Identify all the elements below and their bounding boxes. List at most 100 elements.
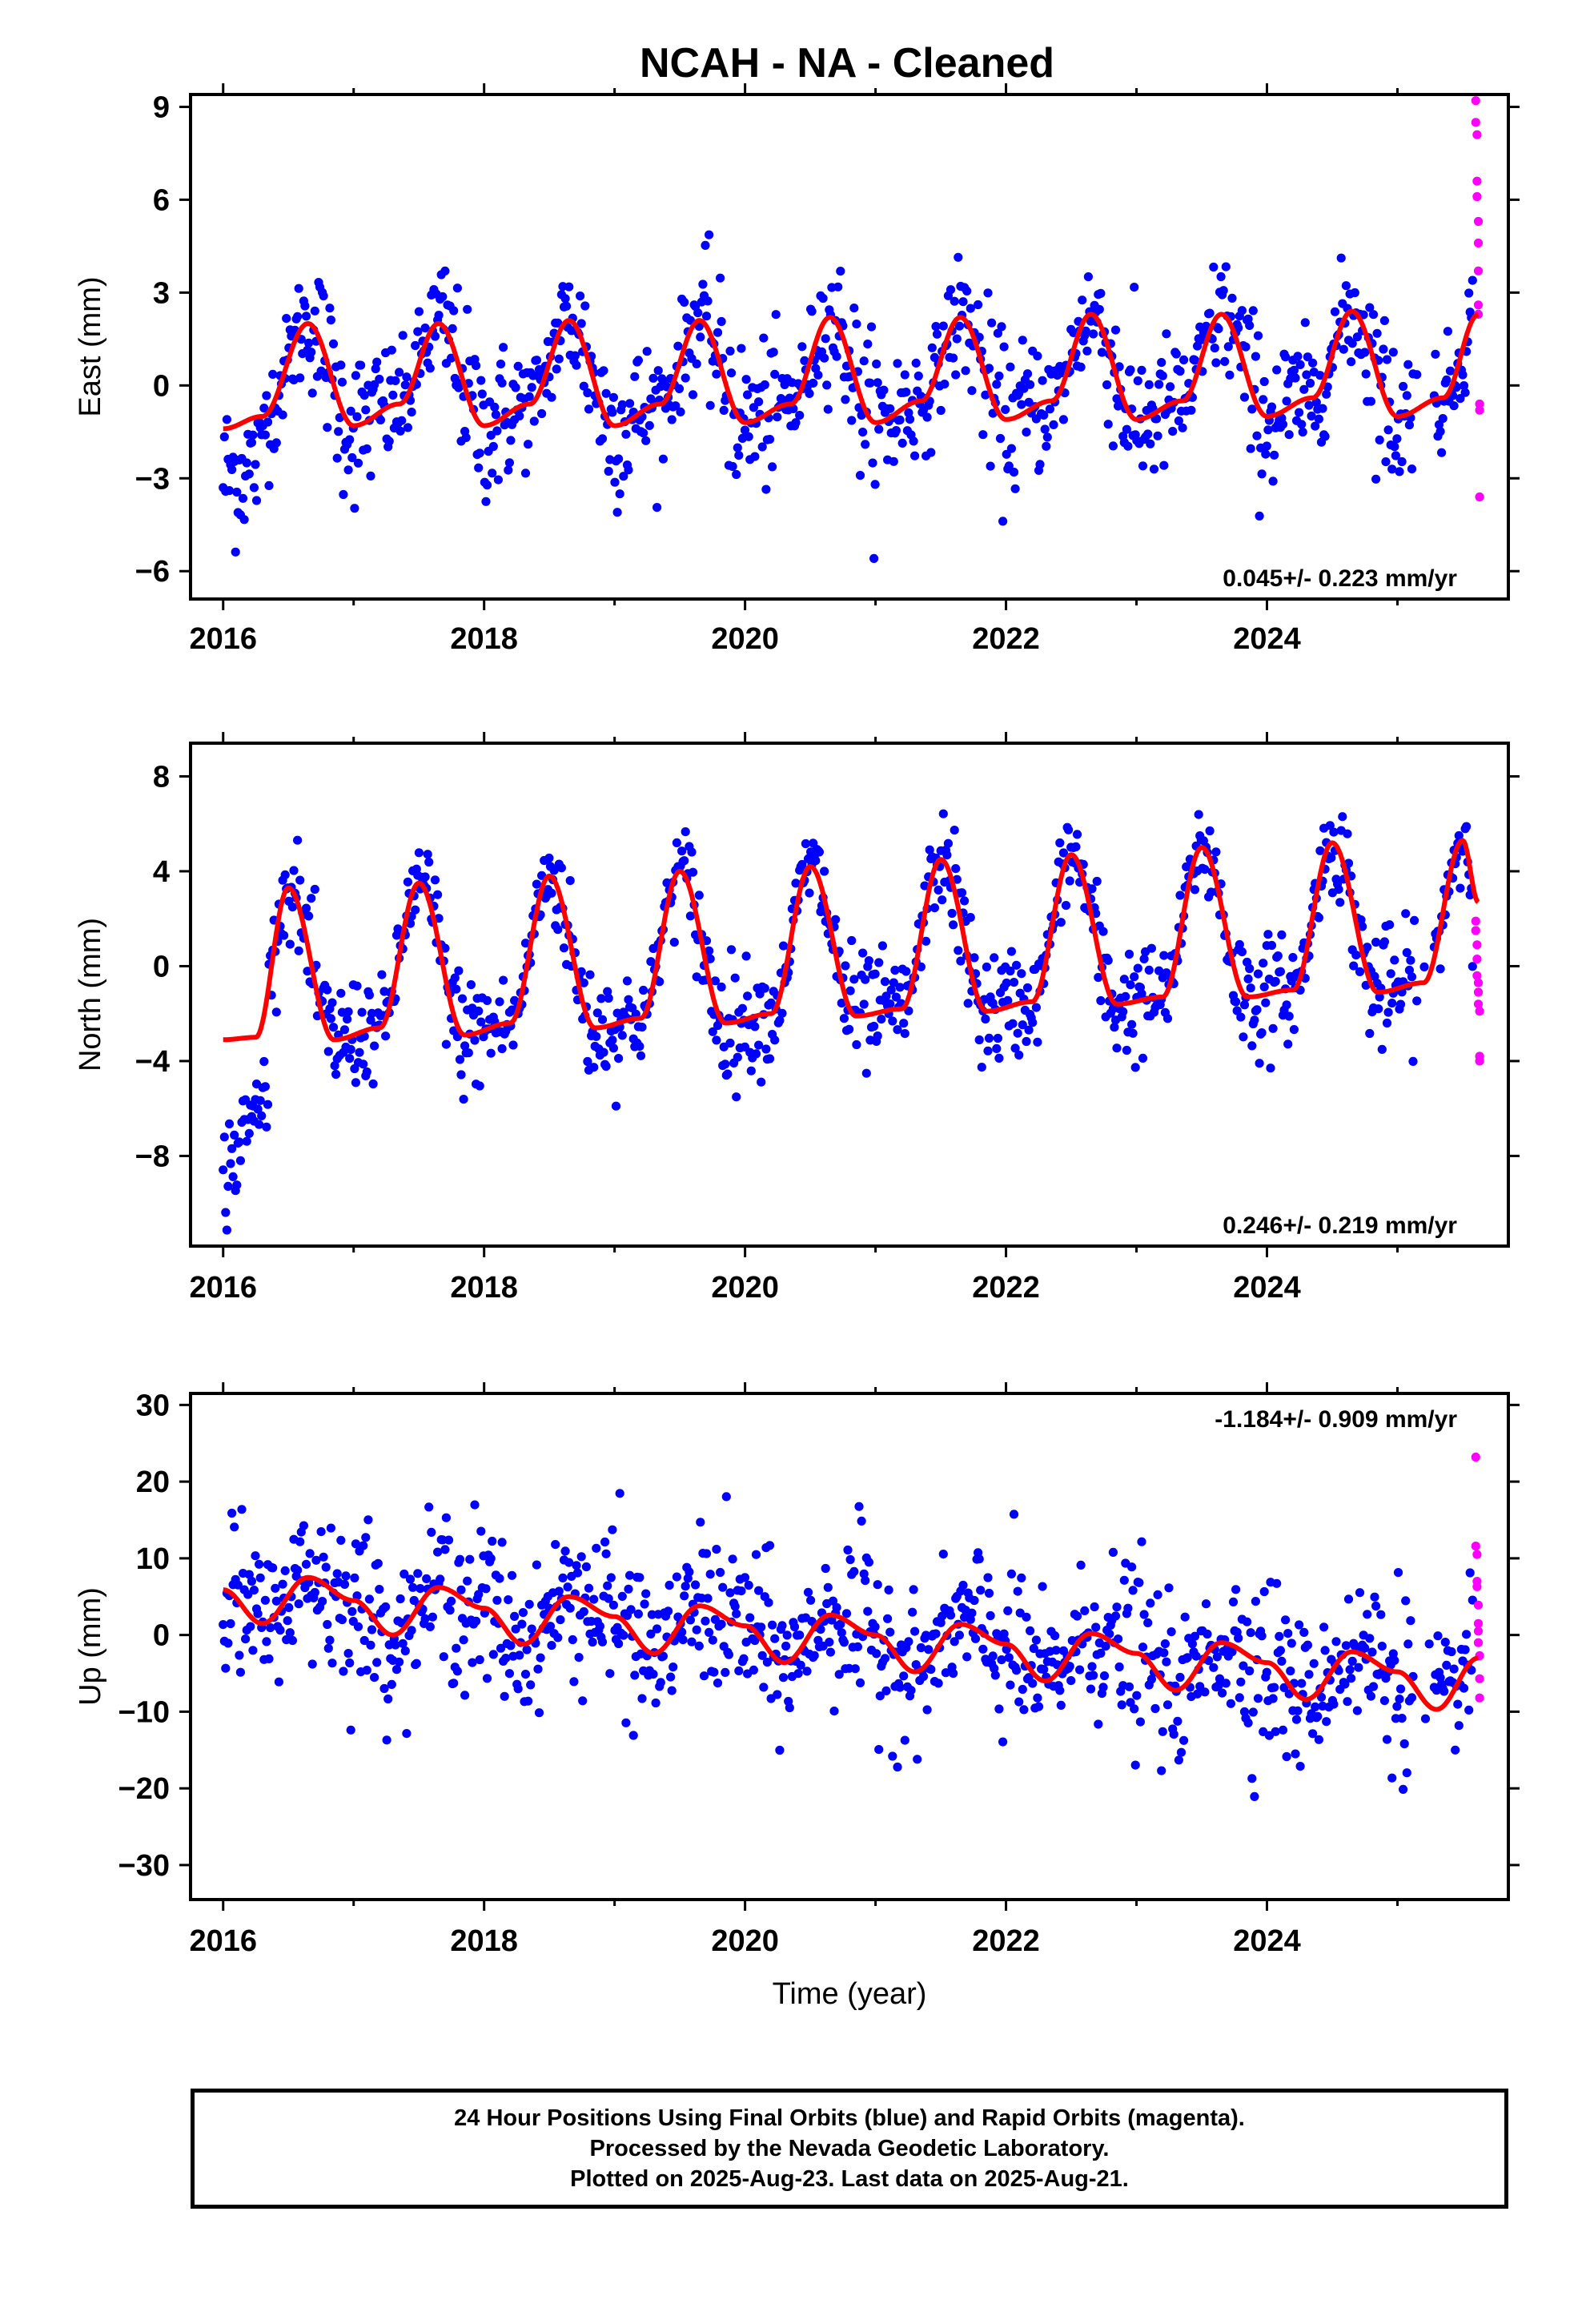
up-final-point (425, 1622, 435, 1631)
east-final-point (251, 496, 262, 505)
north-final-point (797, 859, 807, 870)
east-final-point (1289, 365, 1299, 375)
up-final-point (900, 1735, 909, 1745)
north-final-point (847, 935, 857, 946)
east-final-point (1122, 424, 1131, 434)
up-final-point (299, 1521, 308, 1530)
up-final-point (364, 1594, 374, 1604)
east-final-point (795, 411, 805, 420)
east-final-point (950, 296, 959, 306)
up-final-point (1407, 1693, 1417, 1703)
east-rapid-point (1475, 492, 1484, 502)
up-final-point (440, 1545, 450, 1554)
north-final-point (330, 1061, 339, 1071)
east-final-point (1449, 401, 1459, 411)
up-final-point (1235, 1693, 1244, 1703)
east-final-point (1009, 468, 1019, 477)
east-final-point (800, 356, 809, 365)
north-final-point (778, 941, 789, 951)
north-final-point (1358, 922, 1367, 931)
east-final-point (1210, 344, 1219, 353)
north-plot-frame (189, 742, 1510, 1248)
north-final-point (1006, 947, 1016, 956)
east-final-point (861, 440, 870, 449)
north-final-point (1456, 883, 1465, 893)
east-final-point (987, 318, 997, 328)
up-final-point (640, 1599, 649, 1609)
up-final-point (260, 1595, 270, 1605)
east-final-point (1174, 416, 1183, 426)
north-final-point (1071, 842, 1081, 851)
up-final-point (685, 1567, 694, 1577)
up-final-point (652, 1624, 662, 1634)
east-final-point (452, 283, 463, 293)
up-final-point (481, 1584, 491, 1594)
up-final-point (223, 1638, 233, 1648)
up-final-point (677, 1627, 687, 1637)
up-final-point (664, 1606, 673, 1616)
up-final-point (284, 1602, 294, 1612)
north-final-point (685, 911, 696, 921)
east-final-point (504, 465, 513, 475)
north-final-point (460, 1041, 470, 1051)
up-final-point (1390, 1655, 1399, 1665)
north-final-point (874, 958, 884, 967)
north-final-point (750, 1022, 760, 1031)
north-final-point (323, 1047, 333, 1056)
north-final-point (765, 1054, 775, 1063)
east-final-point (463, 304, 472, 314)
east-final-point (1001, 404, 1010, 414)
east-final-point (1431, 349, 1440, 359)
north-final-point (1031, 1003, 1041, 1012)
east-final-point (1108, 441, 1118, 451)
east-final-point (1259, 395, 1268, 404)
north-final-point (622, 976, 632, 986)
north-final-point (930, 903, 939, 913)
north-final-point (370, 1041, 379, 1051)
north-final-point (1267, 940, 1277, 951)
east-final-point (1004, 461, 1014, 471)
up-final-point (1226, 1699, 1235, 1708)
up-final-point (625, 1570, 635, 1580)
up-final-point (1295, 1762, 1305, 1771)
east-final-point (1305, 378, 1315, 388)
up-final-point (1124, 1682, 1134, 1691)
up-final-point (574, 1653, 584, 1663)
north-final-point (934, 885, 943, 895)
up-final-point (379, 1683, 389, 1694)
north-final-point (592, 1008, 602, 1018)
east-final-point (1300, 318, 1310, 328)
east-final-point (1209, 262, 1219, 272)
up-final-point (221, 1663, 231, 1673)
north-final-point (1252, 1005, 1262, 1015)
up-final-point (301, 1559, 311, 1569)
up-final-point (249, 1586, 259, 1595)
east-rate-label: 0.045+/- 0.223 mm/yr (1223, 565, 1457, 592)
north-final-point (942, 850, 952, 860)
north-final-point (219, 1165, 228, 1175)
up-final-point (339, 1579, 350, 1589)
north-final-point (1390, 955, 1399, 965)
north-final-point (636, 1051, 646, 1060)
up-final-point (1029, 1643, 1038, 1654)
up-final-point (619, 1630, 628, 1640)
east-final-point (583, 388, 592, 398)
east-final-point (732, 469, 741, 480)
east-final-point (946, 285, 956, 295)
up-y-tick-label: −20 (118, 1772, 170, 1806)
east-final-point (411, 340, 420, 351)
east-final-point (222, 415, 231, 424)
up-final-point (510, 1611, 520, 1621)
up-final-point (343, 1649, 353, 1659)
east-final-point (998, 517, 1008, 526)
east-final-point (922, 412, 932, 422)
east-final-point (978, 430, 988, 440)
up-final-point (739, 1654, 749, 1663)
north-final-point (701, 936, 712, 946)
east-final-point (1255, 511, 1264, 521)
up-final-point (556, 1615, 565, 1625)
up-final-point (604, 1594, 613, 1603)
up-final-point (1143, 1618, 1153, 1627)
up-final-point (849, 1566, 859, 1576)
east-final-point (353, 458, 363, 468)
